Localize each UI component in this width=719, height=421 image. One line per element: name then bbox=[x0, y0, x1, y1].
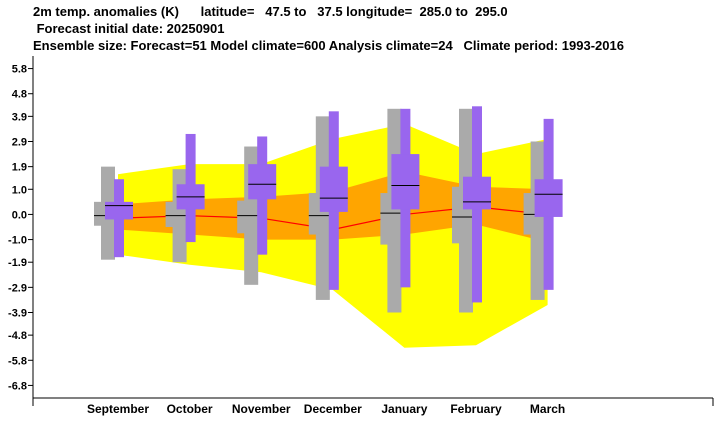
y-tick-label: -1.9 bbox=[8, 257, 27, 269]
x-tick-label: February bbox=[450, 402, 502, 416]
y-tick-label: -6.8 bbox=[8, 380, 27, 392]
y-tick-label: 3.9 bbox=[12, 111, 27, 123]
x-tick-label: November bbox=[232, 402, 291, 416]
y-tick-label: 4.8 bbox=[12, 89, 27, 101]
y-tick-label: -4.8 bbox=[8, 330, 27, 342]
y-tick-label: -5.8 bbox=[8, 355, 27, 367]
forecast-box-december bbox=[319, 166, 348, 212]
y-tick-label: -3.9 bbox=[8, 308, 27, 320]
forecast-box-january bbox=[391, 154, 420, 210]
y-tick-label: -1.0 bbox=[8, 235, 27, 247]
x-tick-label: October bbox=[167, 402, 213, 416]
forecast-box-february bbox=[463, 176, 491, 210]
x-tick-label: December bbox=[304, 402, 362, 416]
x-tick-label: September bbox=[87, 402, 149, 416]
chart-title-line-3: Ensemble size: Forecast=51 Model climate… bbox=[33, 38, 624, 53]
y-tick-label: 1.9 bbox=[12, 162, 27, 174]
x-tick-label: March bbox=[530, 402, 565, 416]
forecast-box-september bbox=[105, 201, 133, 220]
y-tick-label: 0.0 bbox=[12, 209, 27, 221]
chart-title-line-2: Forecast initial date: 20250901 bbox=[33, 21, 225, 36]
y-tick-label: -2.9 bbox=[8, 282, 27, 294]
forecast-box-november bbox=[248, 164, 277, 200]
forecast-box-march bbox=[534, 179, 563, 217]
y-tick-label: 1.0 bbox=[12, 184, 27, 196]
x-tick-label: January bbox=[381, 402, 427, 416]
chart-title-line-1: 2m temp. anomalies (K) latitude= 47.5 to… bbox=[33, 4, 508, 19]
y-tick-label: 2.9 bbox=[12, 137, 27, 149]
y-tick-label: 5.8 bbox=[12, 64, 27, 76]
